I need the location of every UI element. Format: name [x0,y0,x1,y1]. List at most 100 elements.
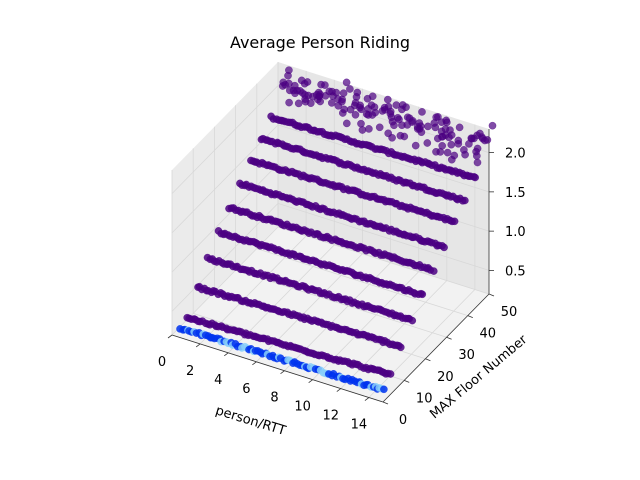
data-point [473,158,482,167]
chart-title: Average Person Riding [229,33,411,52]
x-tick-label: 12 [323,409,340,424]
data-point [351,98,360,107]
x-tick-label: 0 [158,355,166,370]
y-tick-mark [467,315,473,318]
data-point [383,95,392,104]
data-point [378,107,387,115]
data-point [430,119,439,127]
y-axis-line [382,293,490,403]
y-tick-mark [488,293,495,297]
data-point [417,128,426,137]
x-tick-label: 2 [186,364,194,379]
data-point [418,290,427,299]
data-point [306,99,315,108]
data-point [294,99,303,108]
data-point [358,126,367,134]
data-point [408,117,417,125]
data-point [321,81,329,89]
data-point [429,267,438,275]
data-point [450,217,459,226]
tick-labels: 0 2 4 6 8 10 12 14 0 10 20 30 40 50 0.5 1.0 1.5 2.0 [158,147,526,433]
data-point [483,136,492,144]
data-point [438,132,447,141]
data-point [396,343,405,352]
x-tick-label: 4 [214,373,222,388]
data-point [461,150,469,159]
data-point [455,123,464,132]
data-point [488,121,497,130]
data-point [342,78,351,87]
data-point [442,118,451,127]
y-tick-label: 30 [458,348,475,363]
data-point [472,152,481,160]
data-point [467,134,476,143]
x-axis-line [171,334,384,403]
data-point [285,79,293,88]
data-point [402,103,410,112]
y-tick-mark [382,401,389,405]
data-point [461,196,469,205]
z-tick-label: 1.5 [505,186,526,201]
data-point [339,89,348,98]
x-tick-mark [252,361,257,366]
y-tick-mark [404,380,410,383]
data-point [380,385,388,394]
z-tick-label: 2.0 [505,147,526,162]
x-tick-label: 6 [242,382,250,397]
y-tick-label: 10 [416,391,433,406]
data-point [303,78,312,86]
y-tick-label: 40 [480,327,497,342]
left-pane [172,62,278,335]
data-point [338,97,346,106]
z-tick-label: 1.0 [505,225,526,240]
grid-line-y [256,83,468,316]
data-point [371,108,380,117]
x-tick-label: 10 [294,400,311,415]
x-tick-label: 8 [270,391,278,406]
z-tick-label: 0.5 [505,264,526,279]
data-point [285,98,293,107]
data-point [440,243,448,252]
data-point [342,119,351,128]
x-tick-mark [364,397,370,401]
data-point [285,66,293,75]
x-tick-mark [167,334,173,339]
data-point [301,95,309,103]
data-point [418,108,426,116]
data-point [388,117,397,126]
data-point [386,370,395,378]
data-point [454,136,463,145]
data-point [356,103,364,112]
y-tick-mark [425,358,431,362]
x-axis-label: person/RTT [214,403,288,439]
data-points [176,66,497,394]
data-point [375,123,384,132]
axis-lines [171,129,490,403]
data-point [473,144,482,153]
y-tick-label: 50 [501,305,518,320]
data-point [447,155,456,164]
y-tick-label: 20 [437,370,454,385]
x-tick-mark [224,352,229,357]
data-point [447,140,456,149]
data-point [443,148,452,157]
data-point [351,110,360,119]
data-point [413,123,422,131]
x-tick-mark [336,388,342,392]
data-point [424,122,432,131]
data-point [357,119,365,128]
data-point [447,131,456,139]
data-point [338,109,347,117]
data-point [423,139,432,147]
data-point [411,141,420,150]
data-point [346,85,354,93]
data-point [365,125,373,133]
data-point [327,99,336,107]
grid-line-z [171,124,490,234]
y-tick-mark [446,336,452,340]
data-point [403,121,412,129]
x-tick-mark [308,379,313,383]
data-point [329,92,337,100]
x-tick-label: 14 [351,418,368,433]
